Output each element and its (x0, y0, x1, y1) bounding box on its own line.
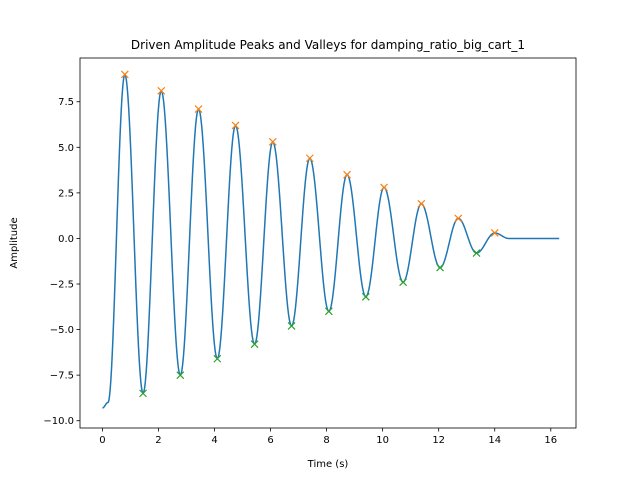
y-tick-label: 7.5 (58, 97, 74, 108)
y-tick-label: −5.0 (50, 325, 74, 336)
valley-markers (139, 249, 481, 398)
x-tick-label: 4 (211, 435, 217, 446)
peak-marker (417, 199, 426, 208)
peak-marker (305, 154, 314, 163)
valley-marker (472, 249, 481, 257)
x-tick-label: 10 (376, 435, 389, 446)
valley-marker (139, 389, 147, 398)
chart-title: Driven Amplitude Peaks and Valleys for d… (131, 38, 525, 52)
x-tick-label: 8 (323, 435, 329, 446)
valley-marker (324, 307, 333, 316)
axes-frame (79, 57, 577, 429)
x-tick-label: 6 (267, 435, 273, 446)
x-axis-ticks: 0 2 4 6 8 10 12 14 16 (99, 428, 557, 446)
peak-marker (120, 70, 129, 79)
x-tick-label: 14 (488, 435, 501, 446)
valley-marker (176, 371, 185, 380)
peak-markers (120, 70, 499, 237)
peak-marker (268, 137, 277, 146)
valley-marker (436, 263, 445, 272)
y-tick-label: 0.0 (58, 234, 74, 245)
valley-marker (399, 278, 408, 287)
y-tick-label: 2.5 (58, 188, 74, 199)
peak-marker (231, 121, 240, 130)
y-tick-label: −2.5 (50, 280, 74, 291)
peak-marker (454, 214, 463, 223)
y-tick-label: −7.5 (50, 371, 74, 382)
valley-marker (250, 340, 259, 349)
y-axis-label: Amplitude (9, 217, 20, 268)
x-tick-label: 2 (155, 435, 161, 446)
y-axis-ticks: −10.0 −7.5 −5.0 −2.5 0.0 2.5 5.0 7.5 (43, 97, 80, 427)
x-tick-label: 0 (99, 435, 105, 446)
valley-marker (361, 292, 370, 301)
valley-marker (287, 322, 296, 330)
peak-marker (157, 86, 166, 95)
x-axis-label: Time (s) (307, 459, 349, 470)
y-tick-label: 5.0 (58, 143, 74, 154)
x-tick-label: 16 (544, 435, 557, 446)
valley-marker (213, 354, 222, 363)
peak-marker (490, 229, 499, 237)
peak-marker (343, 170, 351, 179)
x-tick-label: 12 (432, 435, 445, 446)
peak-marker (380, 183, 388, 192)
y-tick-label: −10.0 (43, 416, 74, 427)
peak-marker (194, 105, 203, 113)
